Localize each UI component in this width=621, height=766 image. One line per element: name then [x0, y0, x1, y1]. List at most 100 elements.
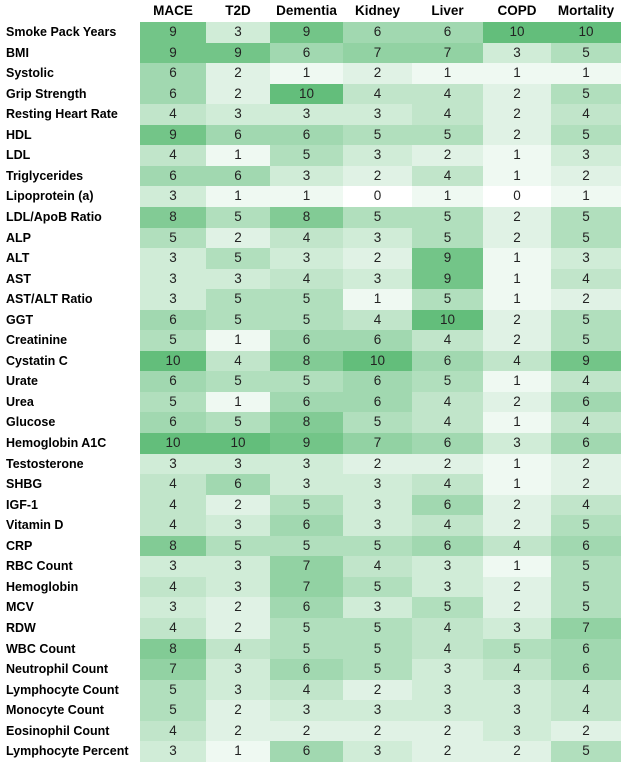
heatmap-cell: 3 [206, 453, 270, 475]
heatmap-cell: 1 [483, 371, 551, 393]
row-label: Lipoprotein (a) [6, 189, 94, 204]
heatmap-cell: 6 [343, 330, 412, 352]
heatmap-cell: 5 [551, 309, 621, 331]
heatmap-cell: 3 [343, 104, 412, 126]
heatmap-cell: 3 [206, 576, 270, 598]
heatmap-cell: 5 [551, 597, 621, 619]
heatmap-cell: 5 [551, 330, 621, 352]
heatmap-cell: 4 [412, 165, 483, 187]
heatmap-cell: 4 [551, 412, 621, 434]
heatmap-cell: 9 [412, 248, 483, 270]
heatmap-cell: 6 [270, 124, 343, 146]
heatmap-cell: 1 [483, 474, 551, 496]
heatmap-cell: 3 [343, 474, 412, 496]
heatmap-cell: 3 [483, 433, 551, 455]
heatmap-cell: 8 [140, 206, 206, 228]
heatmap-cell: 6 [412, 350, 483, 372]
heatmap-cell: 1 [206, 330, 270, 352]
heatmap-cell: 3 [140, 556, 206, 578]
row-label: Neutrophil Count [6, 662, 109, 677]
heatmap-cell: 3 [206, 104, 270, 126]
heatmap-cell: 3 [483, 42, 551, 64]
row-label: LDL [6, 148, 31, 163]
heatmap-cell: 6 [412, 535, 483, 557]
heatmap-cell: 2 [483, 741, 551, 763]
heatmap-cell: 8 [270, 206, 343, 228]
heatmap-cell: 6 [140, 83, 206, 105]
heatmap-cell: 3 [343, 268, 412, 290]
heatmap-cell: 1 [412, 63, 483, 85]
heatmap-cell: 4 [140, 104, 206, 126]
heatmap-cell: 6 [140, 165, 206, 187]
heatmap-cell: 3 [483, 700, 551, 722]
heatmap-cell: 2 [551, 165, 621, 187]
heatmap-cell: 5 [343, 206, 412, 228]
row-label: Lymphocyte Count [6, 682, 119, 697]
heatmap-cell: 2 [483, 576, 551, 598]
heatmap-cell: 5 [140, 391, 206, 413]
heatmap-cell: 3 [206, 679, 270, 701]
heatmap-cell: 2 [483, 597, 551, 619]
heatmap-cell: 4 [140, 720, 206, 742]
heatmap-cell: 1 [483, 289, 551, 311]
heatmap-cell: 3 [412, 556, 483, 578]
heatmap-cell: 5 [551, 206, 621, 228]
row-label: Grip Strength [6, 86, 87, 101]
heatmap-cell: 5 [343, 617, 412, 639]
heatmap-cell: 5 [412, 597, 483, 619]
heatmap-cell: 2 [412, 453, 483, 475]
heatmap-cell: 3 [343, 515, 412, 537]
heatmap-cell: 1 [206, 145, 270, 167]
heatmap-cell: 1 [483, 453, 551, 475]
heatmap-cell: 9 [140, 124, 206, 146]
heatmap-cell: 1 [483, 145, 551, 167]
heatmap-cell: 5 [343, 535, 412, 557]
heatmap-cell: 6 [140, 309, 206, 331]
heatmap-cell: 4 [270, 227, 343, 249]
heatmap-cell: 0 [483, 186, 551, 208]
heatmap-cell: 3 [270, 453, 343, 475]
heatmap-cell: 0 [343, 186, 412, 208]
heatmap-cell: 5 [206, 248, 270, 270]
heatmap-cell: 6 [206, 124, 270, 146]
heatmap-cell: 5 [551, 227, 621, 249]
heatmap-cell: 4 [551, 700, 621, 722]
heatmap-cell: 9 [270, 22, 343, 44]
heatmap-cell: 2 [483, 494, 551, 516]
row-label: HDL [6, 127, 32, 142]
heatmap-cell: 3 [343, 145, 412, 167]
heatmap-cell: 9 [551, 350, 621, 372]
heatmap-cell: 4 [412, 474, 483, 496]
heatmap-cell: 7 [270, 576, 343, 598]
heatmap-cell: 5 [206, 371, 270, 393]
heatmap-cell: 2 [343, 453, 412, 475]
heatmap-cell: 3 [140, 597, 206, 619]
heatmap-cell: 2 [483, 83, 551, 105]
heatmap-cell: 3 [343, 700, 412, 722]
heatmap-cell: 5 [412, 289, 483, 311]
heatmap-cell: 4 [412, 330, 483, 352]
heatmap-cell: 5 [270, 638, 343, 660]
row-label: Triglycerides [6, 168, 84, 183]
heatmap-cell: 3 [206, 268, 270, 290]
heatmap-cell: 9 [140, 22, 206, 44]
row-label: Systolic [6, 66, 54, 81]
heatmap-cell: 3 [483, 720, 551, 742]
row-label: Hemoglobin A1C [6, 436, 107, 450]
heatmap-cell: 4 [551, 371, 621, 393]
heatmap-cell: 2 [343, 720, 412, 742]
heatmap-cell: 3 [140, 186, 206, 208]
column-header: Kidney [354, 3, 400, 18]
heatmap-cell: 6 [343, 371, 412, 393]
row-label: Resting Heart Rate [6, 107, 118, 122]
heatmap-cell: 1 [270, 63, 343, 85]
heatmap-cell: 5 [343, 638, 412, 660]
heatmap-cell: 5 [412, 206, 483, 228]
heatmap-cell: 3 [343, 741, 412, 763]
heatmap-cell: 3 [412, 659, 483, 681]
heatmap-cell: 1 [343, 289, 412, 311]
heatmap-cell: 4 [140, 474, 206, 496]
heatmap-cell: 3 [206, 659, 270, 681]
heatmap-cell: 3 [412, 576, 483, 598]
